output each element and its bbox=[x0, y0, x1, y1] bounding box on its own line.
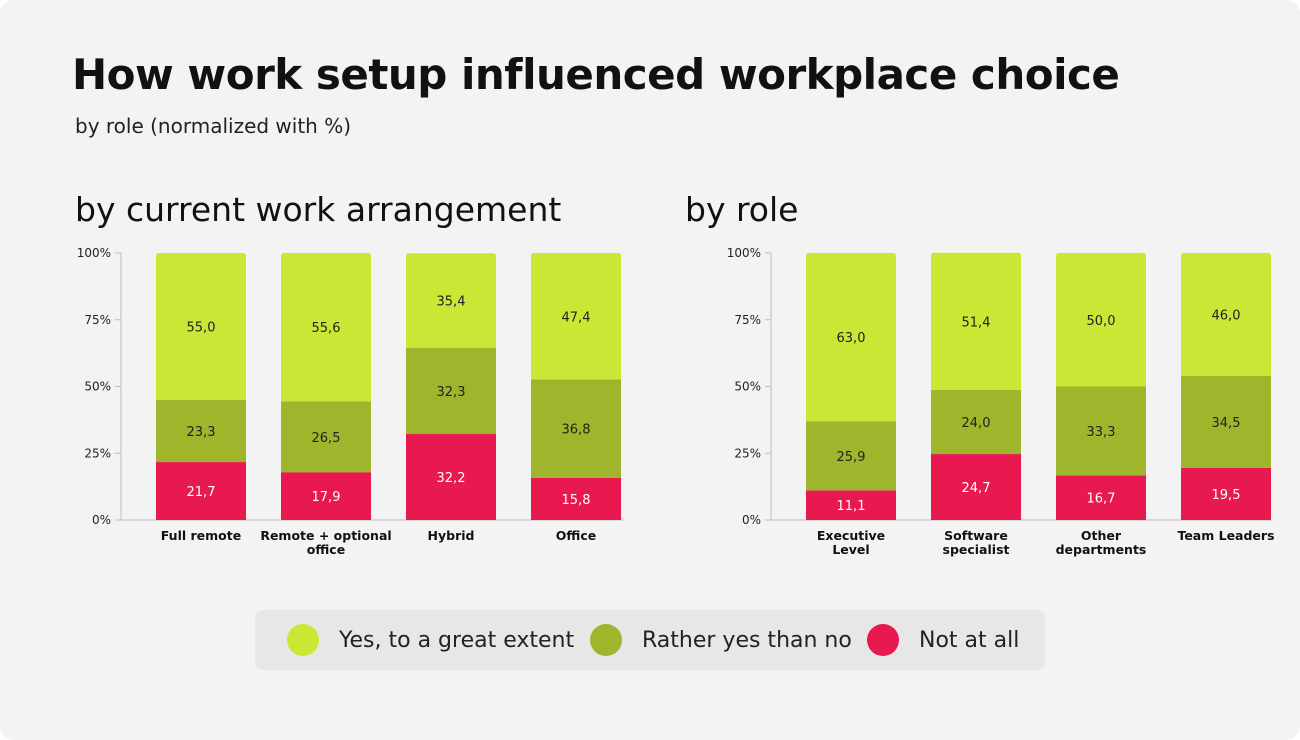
data-label: 23,3 bbox=[187, 425, 216, 440]
y-tick-label: 75% bbox=[734, 313, 761, 327]
bar-segment-not-at-all bbox=[806, 490, 896, 520]
bar-segment-rather-yes bbox=[531, 379, 621, 478]
y-tick-label: 100% bbox=[727, 246, 761, 260]
bar-segment-rather-yes bbox=[406, 347, 496, 435]
x-category-label: Executive Level bbox=[817, 528, 885, 557]
data-label: 26,5 bbox=[312, 431, 341, 446]
bar-segment-yes-great bbox=[931, 252, 1021, 390]
data-label: 25,9 bbox=[837, 450, 866, 465]
bar-segment-yes-great bbox=[156, 253, 246, 400]
y-tick-label: 0% bbox=[742, 513, 761, 527]
bar-segment-yes-great bbox=[806, 253, 896, 422]
data-label: 11,1 bbox=[837, 499, 866, 514]
chart-title-role: by role bbox=[685, 190, 799, 229]
data-label: 19,5 bbox=[1212, 488, 1241, 503]
page-subtitle: by role (normalized with %) bbox=[75, 114, 352, 138]
chart-role: 0% 25% 50% 75% 100% 11,1 25,9 63,0 Executive Leve… bbox=[727, 246, 1275, 557]
x-category-label: Remote + optional office bbox=[260, 528, 391, 557]
y-tick-label: 75% bbox=[84, 313, 111, 327]
x-category-label: Hybrid bbox=[428, 528, 475, 543]
data-label: 33,3 bbox=[1087, 425, 1116, 440]
bar-segment-rather-yes bbox=[1056, 386, 1146, 476]
y-tick-label: 0% bbox=[92, 513, 111, 527]
bar-segment-not-at-all bbox=[156, 462, 246, 520]
data-label: 32,2 bbox=[437, 471, 466, 486]
x-category-label: Office bbox=[556, 528, 596, 543]
data-label: 34,5 bbox=[1212, 416, 1241, 431]
y-tick-label: 50% bbox=[84, 380, 111, 394]
data-label: 36,8 bbox=[562, 423, 591, 438]
bar-segment-rather-yes bbox=[931, 389, 1021, 455]
bar-segment-yes-great bbox=[1056, 253, 1146, 387]
data-label: 50,0 bbox=[1087, 314, 1116, 329]
bar-segment-yes-great bbox=[531, 253, 621, 380]
x-category-label: Full remote bbox=[161, 528, 241, 543]
data-label: 16,7 bbox=[1087, 492, 1116, 507]
bar-segment-not-at-all bbox=[406, 434, 496, 520]
data-label: 55,6 bbox=[312, 321, 341, 336]
bar-segment-not-at-all bbox=[1056, 475, 1146, 520]
y-tick-label: 25% bbox=[84, 446, 111, 460]
y-tick-label: 50% bbox=[734, 380, 761, 394]
page-title: How work setup influenced workplace choi… bbox=[72, 50, 1120, 99]
data-label: 47,4 bbox=[562, 310, 591, 325]
data-label: 51,4 bbox=[962, 315, 991, 330]
chart-title-work-arrangement: by current work arrangement bbox=[75, 190, 562, 229]
legend-item-yes-great: Yes, to a great extent bbox=[287, 610, 574, 670]
bar-segment-yes-great bbox=[281, 253, 371, 402]
bar-segment-not-at-all bbox=[281, 472, 371, 520]
legend-label: Rather yes than no bbox=[642, 627, 852, 653]
legend-item-not-at-all: Not at all bbox=[867, 610, 1019, 670]
data-label: 24,0 bbox=[962, 416, 991, 431]
bar-segment-rather-yes bbox=[281, 401, 371, 473]
legend-label: Not at all bbox=[919, 627, 1020, 653]
legend-item-rather-yes: Rather yes than no bbox=[590, 610, 852, 670]
bar-segment-not-at-all bbox=[531, 477, 621, 520]
bar-segment-yes-great bbox=[1181, 253, 1271, 376]
legend-swatch-yes-great bbox=[287, 624, 319, 656]
legend-swatch-not-at-all bbox=[867, 624, 899, 656]
legend: Yes, to a great extent Rather yes than n… bbox=[255, 610, 1045, 670]
data-label: 55,0 bbox=[187, 320, 216, 335]
bar-segment-not-at-all bbox=[1181, 467, 1271, 520]
y-tick-label: 25% bbox=[734, 446, 761, 460]
chart-work-arrangement: 0% 25% 50% 75% 100% 21,7 23,3 55,0 Full remote 17… bbox=[77, 246, 623, 557]
x-category-label: Team Leaders bbox=[1177, 528, 1274, 543]
data-label: 32,3 bbox=[437, 385, 466, 400]
bar-segment-yes-great bbox=[406, 253, 496, 348]
bar-segment-rather-yes bbox=[806, 421, 896, 491]
data-label: 15,8 bbox=[562, 493, 591, 508]
data-label: 35,4 bbox=[437, 295, 466, 310]
bar-segment-rather-yes bbox=[1181, 375, 1271, 468]
bar-segment-rather-yes bbox=[156, 399, 246, 463]
data-label: 24,7 bbox=[962, 481, 991, 496]
data-label: 21,7 bbox=[187, 485, 216, 500]
bar-segment-not-at-all bbox=[931, 454, 1021, 520]
legend-label: Yes, to a great extent bbox=[339, 627, 575, 653]
y-tick-label: 100% bbox=[77, 246, 111, 260]
x-category-label: Other departments bbox=[1056, 528, 1147, 557]
data-label: 17,9 bbox=[312, 490, 341, 505]
data-label: 63,0 bbox=[837, 331, 866, 346]
x-category-label: Software specialist bbox=[943, 528, 1010, 557]
legend-swatch-rather-yes bbox=[590, 624, 622, 656]
data-label: 46,0 bbox=[1212, 308, 1241, 323]
